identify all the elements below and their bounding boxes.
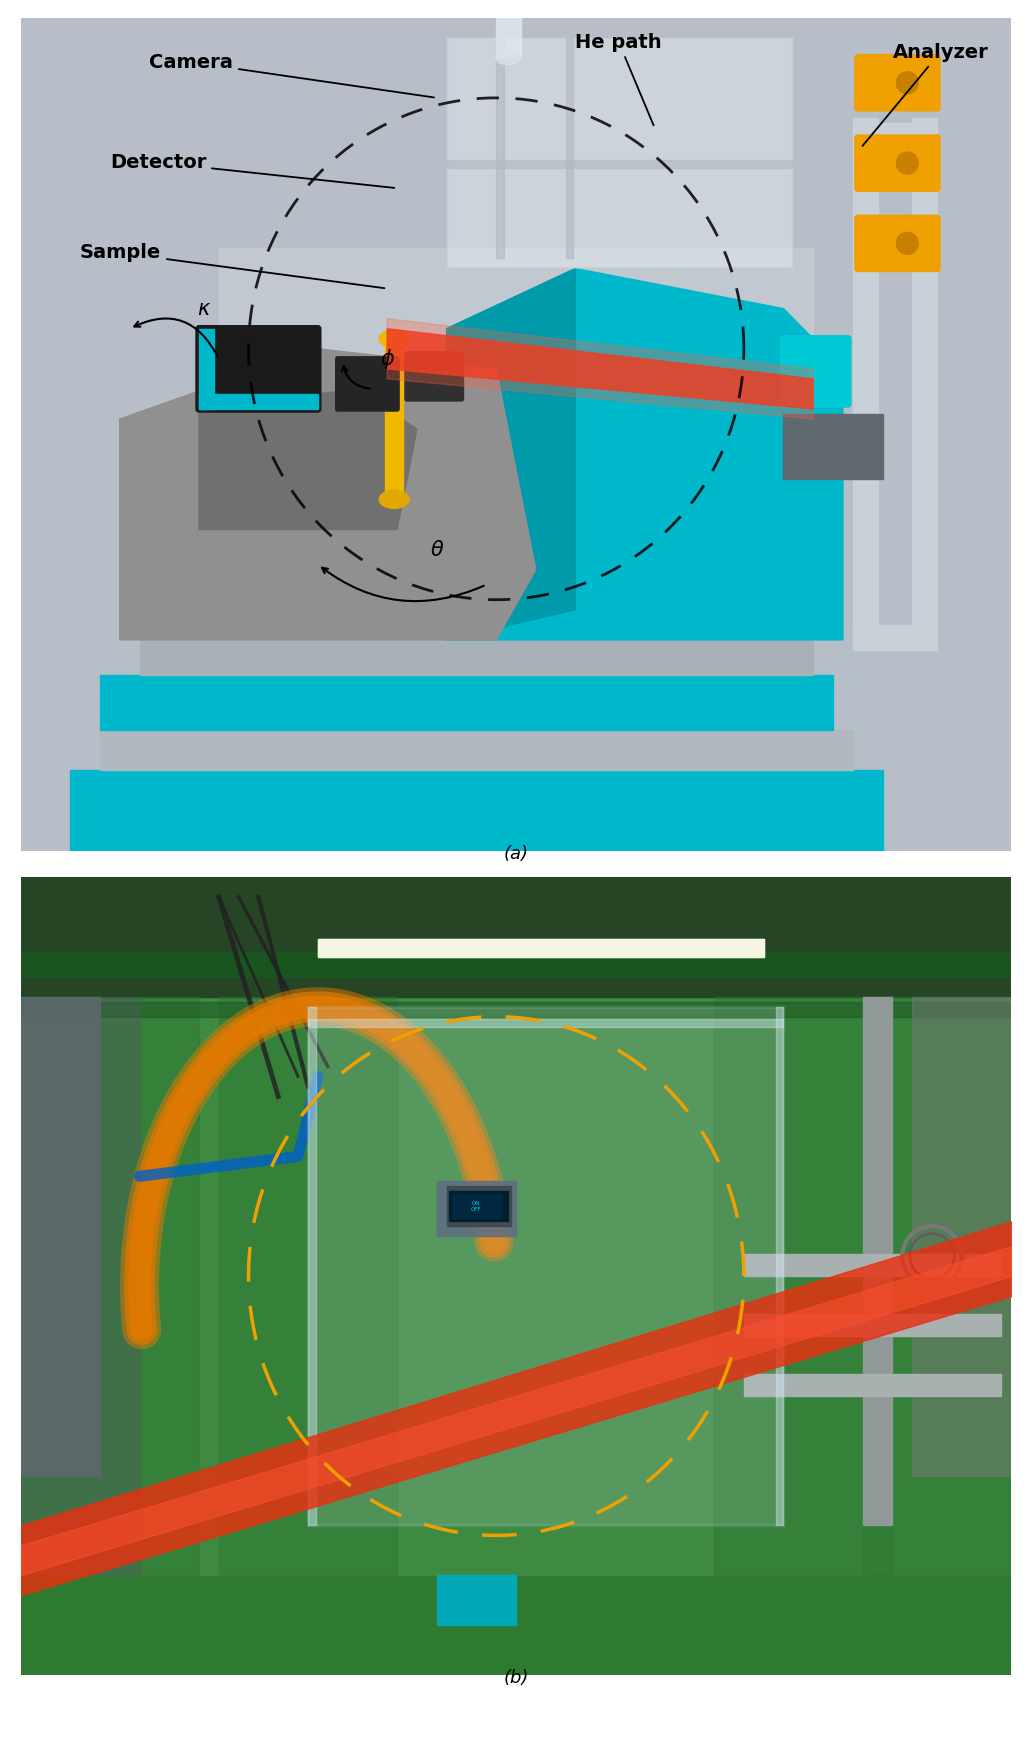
Bar — [318, 938, 764, 958]
Bar — [496, 18, 521, 58]
Text: (a): (a) — [504, 845, 528, 863]
Bar — [852, 123, 937, 147]
Bar — [308, 1007, 316, 1526]
Bar — [21, 952, 1011, 977]
Bar — [912, 118, 937, 651]
Polygon shape — [199, 389, 417, 530]
Bar — [912, 996, 1011, 1475]
FancyBboxPatch shape — [447, 37, 794, 268]
Bar — [863, 996, 893, 1526]
Ellipse shape — [380, 330, 409, 347]
Bar — [70, 770, 882, 851]
Bar — [21, 877, 1011, 996]
Ellipse shape — [897, 72, 918, 93]
Polygon shape — [120, 349, 536, 640]
Bar — [863, 996, 1032, 1575]
Ellipse shape — [380, 491, 409, 509]
Bar — [199, 328, 214, 409]
Bar — [447, 160, 794, 168]
Ellipse shape — [897, 232, 918, 254]
Bar — [714, 996, 893, 1575]
Bar — [21, 996, 100, 1475]
Text: $\theta$: $\theta$ — [429, 540, 444, 560]
Bar — [100, 730, 852, 770]
Polygon shape — [387, 319, 813, 419]
Bar — [447, 1186, 511, 1226]
Bar — [219, 996, 397, 1575]
Text: (b): (b) — [504, 1670, 528, 1687]
Bar — [783, 414, 882, 479]
Bar — [100, 675, 833, 730]
FancyBboxPatch shape — [854, 54, 940, 111]
Bar — [496, 37, 504, 258]
FancyBboxPatch shape — [308, 1007, 783, 1526]
Bar — [437, 1575, 516, 1626]
Bar — [852, 624, 937, 651]
Ellipse shape — [897, 153, 918, 174]
Bar — [199, 395, 318, 409]
Polygon shape — [447, 268, 576, 640]
Text: Detector: Detector — [109, 153, 394, 188]
FancyBboxPatch shape — [854, 216, 940, 272]
Text: $\phi$: $\phi$ — [380, 347, 395, 370]
Text: He path: He path — [576, 33, 663, 125]
FancyBboxPatch shape — [335, 356, 399, 410]
Bar — [318, 938, 764, 958]
Bar — [308, 1019, 783, 1026]
Bar — [21, 926, 1011, 1575]
Bar — [566, 37, 574, 258]
Bar — [219, 249, 813, 651]
Bar — [385, 339, 404, 500]
Text: Camera: Camera — [150, 53, 434, 98]
Bar — [776, 1007, 783, 1526]
Text: Sample: Sample — [80, 244, 385, 288]
Bar — [452, 1194, 502, 1219]
Bar — [744, 1254, 1001, 1277]
Polygon shape — [387, 328, 813, 409]
FancyBboxPatch shape — [854, 135, 940, 191]
Ellipse shape — [495, 51, 520, 65]
Bar — [21, 996, 199, 1575]
Bar — [21, 1002, 1011, 1017]
Text: ON
OFF: ON OFF — [472, 1201, 482, 1212]
FancyBboxPatch shape — [196, 326, 321, 412]
Bar — [139, 640, 813, 675]
Bar — [744, 1373, 1001, 1396]
Bar — [744, 1314, 1001, 1337]
Bar — [852, 118, 877, 651]
Text: Analyzer: Analyzer — [863, 42, 989, 146]
FancyBboxPatch shape — [780, 335, 850, 407]
Polygon shape — [447, 268, 843, 640]
Bar — [449, 1191, 508, 1221]
Bar — [437, 1180, 516, 1237]
Bar — [21, 996, 139, 1575]
FancyBboxPatch shape — [405, 353, 463, 402]
Text: $\kappa$: $\kappa$ — [197, 298, 211, 319]
